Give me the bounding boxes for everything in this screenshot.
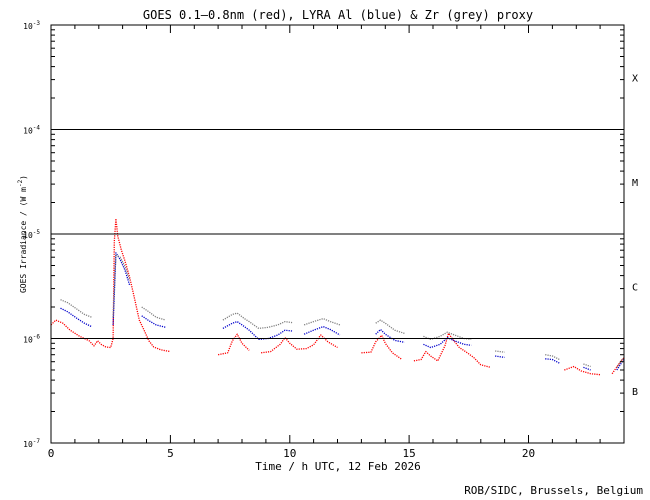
x-axis-label: Time / h UTC, 12 Feb 2026 (255, 460, 421, 473)
y-tick-label-exponent: -6 (33, 334, 41, 341)
y-tick-label-base: 10 (23, 231, 33, 240)
series-line-zr (60, 254, 625, 368)
y-tick-label-exponent: -7 (33, 438, 41, 445)
y-tick-label-base: 10 (23, 127, 33, 136)
y-axis-label-tail: ) (19, 175, 28, 180)
y-tick-label-2: 10-5 (23, 229, 40, 240)
series-layer (50, 218, 625, 376)
y-axis-label-main: GOES Irradiance / (W m (19, 187, 28, 293)
y-axis-label-sup: -2 (17, 179, 24, 187)
x-tick-label-1: 5 (167, 447, 174, 460)
y-tick-label-base: 10 (23, 336, 33, 345)
footer-credit: ROB/SIDC, Brussels, Belgium (464, 484, 643, 497)
series-line-goes (50, 218, 625, 376)
x-tick-label-4: 20 (522, 447, 535, 460)
y-tick-label-base: 10 (23, 440, 33, 449)
x-tick-label-0: 0 (48, 447, 55, 460)
flare-class-label-X: X (632, 73, 638, 84)
y-tick-label-4: 10-3 (23, 20, 40, 31)
x-tick-label-2: 10 (283, 447, 296, 460)
y-tick-label-3: 10-4 (23, 125, 40, 136)
y-tick-label-exponent: -4 (33, 125, 41, 132)
chart-title: GOES 0.1—0.8nm (red), LYRA Al (blue) & Z… (143, 8, 533, 22)
y-tick-label-exponent: -3 (33, 20, 41, 27)
flare-class-label-C: C (632, 282, 638, 293)
x-tick-label-3: 15 (402, 447, 415, 460)
flare-threshold-lines (51, 129, 624, 339)
y-tick-label-base: 10 (23, 22, 33, 31)
y-axis-label: GOES Irradiance / (W m-2) (17, 175, 28, 293)
y-tick-label-0: 10-7 (23, 438, 40, 449)
series-line-al (60, 252, 625, 371)
y-tick-label-exponent: -5 (33, 229, 41, 236)
flare-class-label-B: B (632, 387, 638, 398)
flare-class-label-M: M (632, 178, 638, 189)
y-tick-label-1: 10-6 (23, 334, 40, 345)
